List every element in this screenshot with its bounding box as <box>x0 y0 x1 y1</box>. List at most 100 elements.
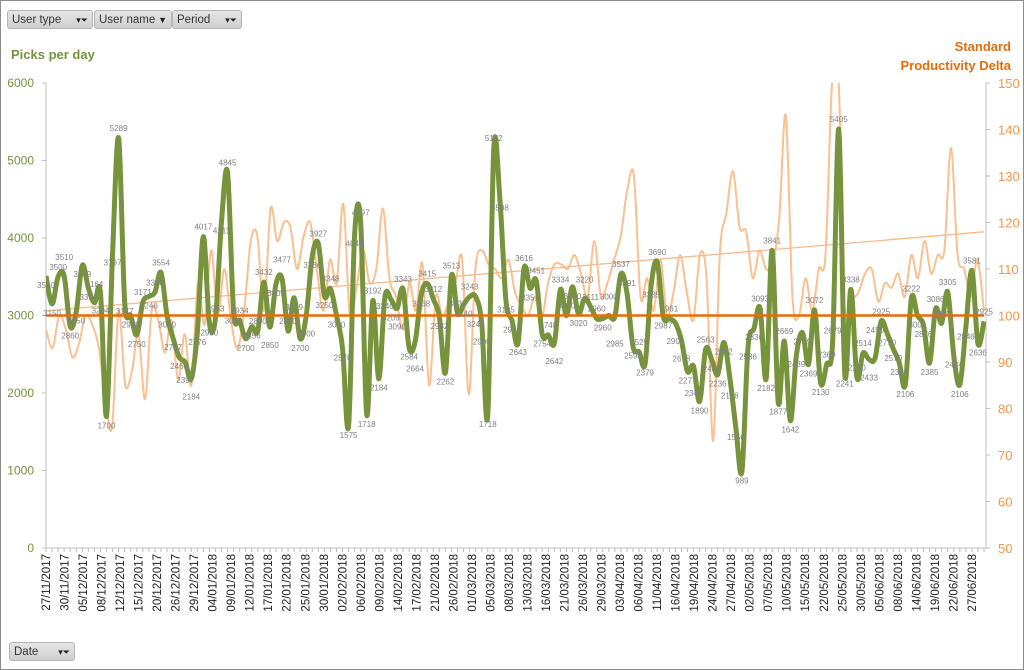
right-tick-label: 130 <box>998 169 1020 184</box>
x-tick-label: 04/01/2018 <box>208 554 220 612</box>
chevron-down-icon: ▼ <box>158 15 167 25</box>
data-label: 2963 <box>207 304 225 313</box>
funnel-filter-icon: ▾⏷ <box>225 15 237 25</box>
data-label: 2998 <box>122 321 140 330</box>
data-label: 2200 <box>848 364 866 373</box>
x-tick-label: 16/04/2018 <box>671 554 683 612</box>
data-label: 1550 <box>727 433 745 442</box>
data-label: 3192 <box>364 287 382 296</box>
data-label: 3171 <box>134 288 152 297</box>
data-label: 2262 <box>437 378 455 387</box>
x-tick-label: 01/03/2018 <box>467 554 479 612</box>
x-tick-label: 02/05/2018 <box>745 554 757 612</box>
data-label: 2856 <box>243 332 261 341</box>
user-name-label: User name <box>99 14 156 26</box>
right-tick-label: 140 <box>998 123 1020 138</box>
data-label: 3164 <box>86 280 104 289</box>
data-label: 3229 <box>285 303 303 312</box>
x-tick-label: 30/01/2018 <box>319 554 331 612</box>
x-tick-label: 14/02/2018 <box>393 554 405 612</box>
data-label: 3841 <box>763 236 781 245</box>
data-label: 2987 <box>654 322 672 331</box>
data-label: 3027 <box>449 299 467 308</box>
data-label: 2900 <box>933 309 951 318</box>
data-label: 2876 <box>915 330 933 339</box>
data-label: 2576 <box>334 353 352 362</box>
x-tick-label: 27/06/2018 <box>967 554 979 612</box>
data-label: 3927 <box>309 230 327 239</box>
x-tick-label: 22/05/2018 <box>819 554 831 612</box>
data-label: 2669 <box>775 327 793 336</box>
user-name-filter-button[interactable]: User name ▼ <box>94 10 172 29</box>
x-tick-label: 19/04/2018 <box>689 554 701 612</box>
data-label: 4211 <box>213 227 231 236</box>
data-label: 3020 <box>570 319 588 328</box>
data-label: 3177 <box>116 307 134 316</box>
user-type-filter-button[interactable]: User type ▾⏷ <box>7 10 93 29</box>
x-tick-label: 08/06/2018 <box>893 554 905 612</box>
x-tick-label: 30/05/2018 <box>856 554 868 612</box>
data-label: 1890 <box>691 407 709 416</box>
data-label: 2379 <box>636 369 654 378</box>
data-label: 2198 <box>721 392 739 401</box>
left-tick-label: 3000 <box>7 309 34 323</box>
data-label: 3090 <box>388 323 406 332</box>
data-label: 2182 <box>757 384 775 393</box>
right-tick-label: 50 <box>998 541 1012 556</box>
data-label: 2397 <box>176 376 194 385</box>
period-filter-button[interactable]: Period ▾⏷ <box>172 10 242 29</box>
right-axis-title-line1: Standard <box>954 39 1011 54</box>
x-tick-label: 21/02/2018 <box>430 554 442 612</box>
x-tick-label: 08/03/2018 <box>504 554 516 612</box>
data-label: 3554 <box>152 259 170 268</box>
data-label: 2707 <box>164 343 182 352</box>
data-label: 3240 <box>376 302 394 311</box>
x-tick-label: 07/05/2018 <box>763 554 775 612</box>
x-tick-label: 09/02/2018 <box>374 554 386 612</box>
date-filter-button[interactable]: Date ▾⏷ <box>9 642 75 661</box>
x-tick-label: 17/02/2018 <box>411 554 423 612</box>
x-tick-label: 26/03/2018 <box>578 554 590 612</box>
data-label: 3581 <box>963 256 981 265</box>
data-label: 1718 <box>479 420 497 429</box>
data-label: 2700 <box>237 344 255 353</box>
data-label: 5289 <box>110 124 128 133</box>
data-label: 2900 <box>473 337 491 346</box>
data-label: 2925 <box>872 307 890 316</box>
data-label: 3305 <box>939 278 957 287</box>
data-label: 2184 <box>182 393 200 402</box>
data-label: 3072 <box>806 296 824 305</box>
data-label: 1718 <box>358 420 376 429</box>
data-label: 5162 <box>485 134 503 143</box>
funnel-filter-icon: ▾⏷ <box>58 647 70 657</box>
x-tick-label: 15/12/2017 <box>134 554 146 612</box>
data-label: 3222 <box>902 284 920 293</box>
data-label: 2700 <box>291 344 309 353</box>
x-tick-label: 26/12/2017 <box>171 554 183 612</box>
x-tick-label: 29/12/2017 <box>189 554 201 612</box>
data-label: 4048 <box>346 239 364 248</box>
data-label: 3415 <box>418 269 436 278</box>
data-label: 3000 <box>558 302 576 311</box>
data-label: 2985 <box>606 340 624 349</box>
left-tick-label: 6000 <box>7 76 34 90</box>
data-label: 3246 <box>140 301 158 310</box>
data-label: 2750 <box>128 340 146 349</box>
right-tick-label: 150 <box>998 76 1020 91</box>
right-tick-label: 70 <box>998 448 1012 463</box>
data-label: 3049 <box>225 317 243 326</box>
data-label: 3690 <box>648 248 666 257</box>
x-tick-label: 26/02/2018 <box>448 554 460 612</box>
left-tick-label: 4000 <box>7 231 34 245</box>
data-label: 4017 <box>194 223 212 232</box>
data-label: 2563 <box>697 335 715 344</box>
data-label: 2961 <box>660 305 678 314</box>
data-label: 3212 <box>424 285 442 294</box>
data-label: 3343 <box>394 275 412 284</box>
data-label: 2860 <box>61 331 79 340</box>
data-label: 2598 <box>624 352 642 361</box>
x-tick-label: 19/06/2018 <box>930 554 942 612</box>
user-type-label: User type <box>12 14 62 26</box>
data-label: 2390 <box>890 368 908 377</box>
